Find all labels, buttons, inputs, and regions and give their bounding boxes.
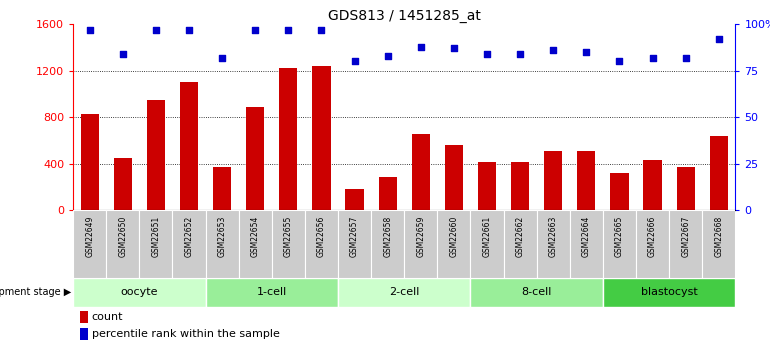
Point [149,27,162,32]
Bar [305,210,338,278]
Text: GSM22658: GSM22658 [383,216,392,257]
Bar [147,100,165,210]
Text: 1-cell: 1-cell [256,287,287,297]
Text: 8-cell: 8-cell [521,287,552,297]
Bar [404,210,437,278]
Text: GSM22661: GSM22661 [483,216,491,257]
Bar [470,278,603,307]
Point [117,51,129,57]
Point [581,49,593,55]
Text: count: count [92,312,123,322]
Point [480,51,494,57]
Point [216,55,229,60]
Text: GSM22660: GSM22660 [450,216,458,257]
Bar [544,151,562,210]
Text: GSM22659: GSM22659 [417,216,425,257]
Bar [379,177,397,210]
Point [448,46,460,51]
Bar [246,107,264,210]
Text: 2-cell: 2-cell [389,287,420,297]
Point [547,48,560,53]
Bar [313,66,330,210]
Bar [80,310,88,323]
Text: blastocyst: blastocyst [641,287,698,297]
Bar [710,136,728,210]
Bar [437,210,470,278]
Bar [114,158,132,210]
Bar [172,210,206,278]
Bar [677,167,695,210]
Text: GSM22653: GSM22653 [218,216,226,257]
Text: GSM22665: GSM22665 [615,216,624,257]
Bar [603,278,735,307]
Text: GSM22667: GSM22667 [681,216,690,257]
Bar [106,210,139,278]
Point [647,55,659,60]
Text: GSM22652: GSM22652 [185,216,193,257]
Bar [412,134,430,210]
Bar [470,210,504,278]
Bar [73,278,206,307]
Bar [272,210,305,278]
Bar [570,210,603,278]
Bar [206,278,338,307]
Text: GSM22649: GSM22649 [85,216,94,257]
Bar [702,210,735,278]
Bar [73,210,106,278]
Bar [636,210,669,278]
Point [84,27,96,32]
Bar [338,210,371,278]
Bar [280,68,297,210]
Bar [603,210,636,278]
Bar [239,210,272,278]
Text: GSM22655: GSM22655 [284,216,293,257]
Text: GSM22657: GSM22657 [350,216,359,257]
Text: GSM22663: GSM22663 [549,216,557,257]
Text: GSM22668: GSM22668 [715,216,723,257]
Text: development stage ▶: development stage ▶ [0,287,71,297]
Text: GSM22651: GSM22651 [152,216,160,257]
Bar [346,189,363,210]
Point [316,27,328,32]
Point [415,44,427,49]
Bar [206,210,239,278]
Bar [478,161,496,210]
Point [348,59,360,64]
Title: GDS813 / 1451285_at: GDS813 / 1451285_at [328,9,480,23]
Point [282,27,294,32]
Text: GSM22654: GSM22654 [251,216,259,257]
Bar [504,210,537,278]
Bar [80,328,88,340]
Bar [139,210,172,278]
Bar [644,160,661,210]
Point [382,53,394,59]
Text: oocyte: oocyte [121,287,158,297]
Text: GSM22664: GSM22664 [582,216,591,257]
Text: GSM22650: GSM22650 [119,216,127,257]
Bar [445,145,463,210]
Point [680,55,692,60]
Point [514,51,527,57]
Bar [537,210,570,278]
Point [614,59,626,64]
Point [183,27,196,32]
Text: percentile rank within the sample: percentile rank within the sample [92,329,280,339]
Bar [611,173,628,210]
Text: GSM22662: GSM22662 [516,216,524,257]
Bar [180,82,198,210]
Text: GSM22656: GSM22656 [317,216,326,257]
Point [713,36,725,42]
Bar [213,167,231,210]
Bar [669,210,702,278]
Text: GSM22666: GSM22666 [648,216,657,257]
Bar [338,278,470,307]
Bar [578,151,595,210]
Point [249,27,262,32]
Bar [511,161,529,210]
Bar [371,210,404,278]
Bar [81,114,99,210]
